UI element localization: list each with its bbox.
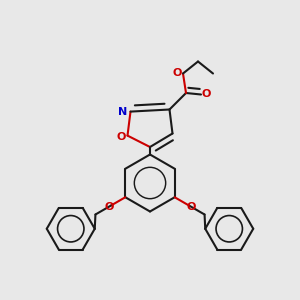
Text: O: O — [186, 202, 196, 212]
Text: O: O — [202, 89, 211, 100]
Text: O: O — [104, 202, 114, 212]
Text: N: N — [118, 106, 127, 117]
Text: O: O — [117, 132, 126, 142]
Text: O: O — [173, 68, 182, 79]
